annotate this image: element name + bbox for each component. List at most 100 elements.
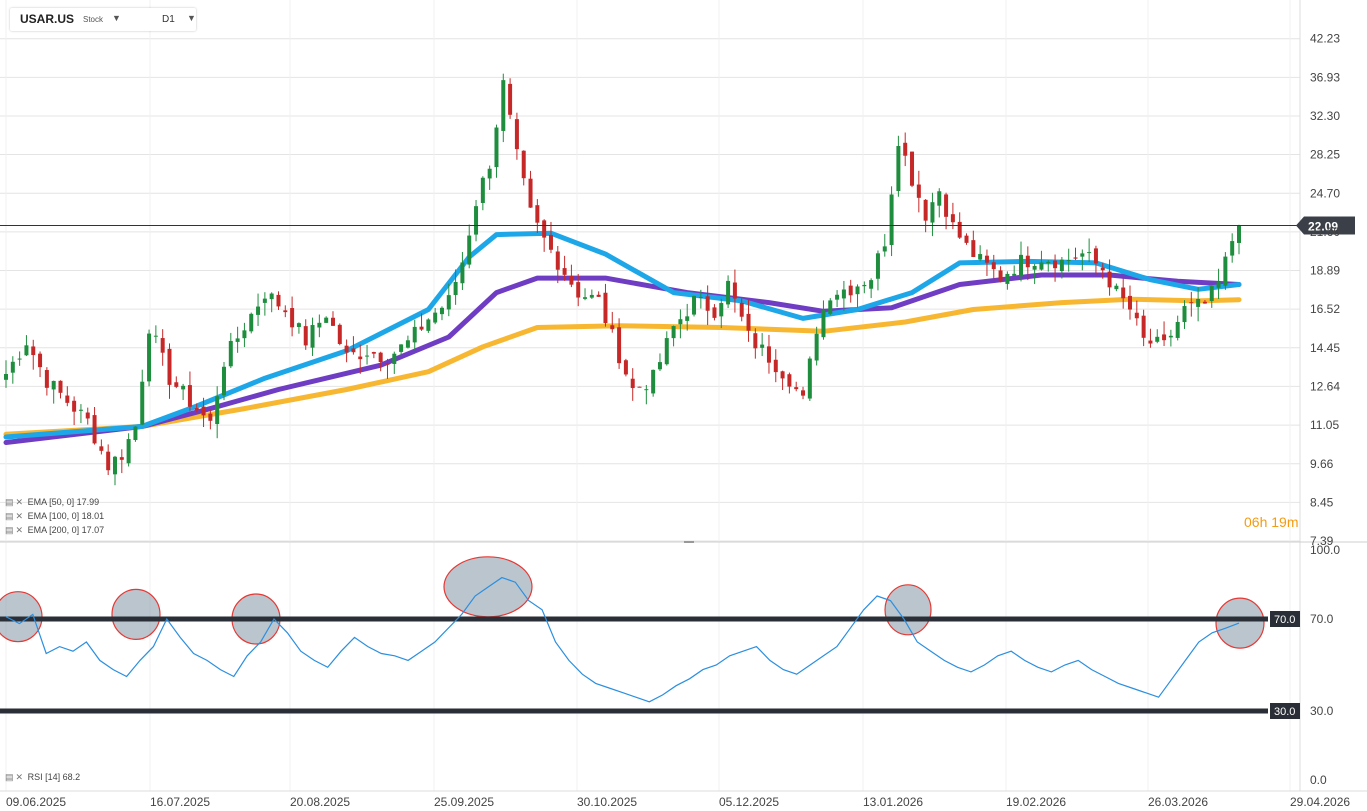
triangle-down-icon[interactable]: ▼	[187, 13, 196, 23]
close-icon[interactable]: ✕	[15, 525, 24, 535]
candle-body	[1168, 335, 1173, 338]
candle-body	[85, 412, 90, 419]
time-tick-label: 29.04.2026	[1290, 795, 1350, 809]
candle-body	[262, 298, 267, 303]
timeframe-selector[interactable]: D1	[162, 14, 175, 25]
candle-body	[1128, 295, 1133, 310]
close-icon[interactable]: ✕	[15, 497, 24, 507]
candle-body	[1005, 273, 1010, 284]
candle-body	[460, 262, 465, 284]
candle-body	[991, 262, 996, 270]
legend-ema50[interactable]: ▤ ✕ EMA [50, 0] 17.99	[5, 497, 99, 508]
time-tick-label: 26.03.2026	[1148, 795, 1208, 809]
rsi-tick-label: 100.0	[1310, 543, 1340, 557]
candle-body	[944, 194, 949, 217]
candle-body	[998, 270, 1003, 281]
candle-body	[930, 202, 935, 223]
candle-body	[92, 415, 97, 444]
candle-body	[1155, 336, 1160, 342]
candle-body	[412, 326, 417, 343]
legend-rsi-label: RSI [14] 68.2	[27, 772, 81, 782]
legend-ema200[interactable]: ▤ ✕ EMA [200, 0] 17.07	[5, 525, 104, 536]
candle-body	[99, 446, 104, 451]
candle-body	[882, 246, 887, 252]
candle-body	[548, 235, 553, 250]
candle-body	[964, 235, 969, 243]
settings-icon[interactable]: ▤	[5, 525, 14, 535]
candle-body	[126, 439, 131, 464]
candle-body	[17, 358, 22, 360]
candle-body	[1162, 334, 1167, 341]
candle-body	[957, 221, 962, 238]
candle-body	[1032, 266, 1037, 270]
candle-body	[848, 285, 853, 296]
candle-body	[835, 294, 840, 300]
candle-body	[889, 194, 894, 246]
candle-body	[528, 178, 533, 208]
price-tick-label: 8.45	[1310, 495, 1334, 509]
triangle-down-icon[interactable]: ▼	[112, 13, 121, 23]
candle-body	[651, 369, 656, 394]
rsi-tick-label: 70.0	[1310, 612, 1334, 626]
candle-body	[1196, 298, 1201, 307]
candle-body	[385, 363, 390, 365]
candle-body	[753, 333, 758, 349]
candle-body	[1059, 259, 1064, 272]
candle-body	[221, 366, 226, 396]
price-tick-label: 24.70	[1310, 186, 1340, 200]
candle-body	[712, 307, 717, 318]
price-tick-label: 7.39	[1310, 534, 1334, 548]
candle-body	[351, 348, 356, 353]
candle-body	[555, 251, 560, 270]
rsi-level-tag	[1270, 703, 1300, 719]
candle-body	[1209, 286, 1214, 302]
candle-body	[1073, 257, 1078, 259]
candle-body	[1182, 306, 1187, 323]
candle-body	[378, 352, 383, 363]
candle-body	[269, 293, 274, 300]
time-tick-label: 25.09.2025	[434, 795, 494, 809]
close-icon[interactable]: ✕	[15, 511, 24, 521]
candle-body	[623, 360, 628, 375]
candle-body	[739, 302, 744, 317]
candle-body	[290, 308, 295, 328]
candle-body	[1189, 302, 1194, 304]
legend-rsi[interactable]: ▤ ✕ RSI [14] 68.2	[5, 772, 80, 783]
overbought-highlight	[111, 588, 161, 641]
candle-body	[399, 344, 404, 352]
candle-body	[194, 407, 199, 411]
price-tick-label: 21.60	[1310, 225, 1340, 239]
settings-icon[interactable]: ▤	[5, 497, 14, 507]
price-grid	[0, 0, 1367, 791]
symbol-selector[interactable]: USAR.US Stock ▼ D1 ▼	[10, 8, 196, 31]
candle-body	[896, 146, 901, 192]
settings-icon[interactable]: ▤	[5, 511, 14, 521]
candle-body	[644, 389, 649, 391]
candlestick-series	[4, 73, 1241, 486]
candle-countdown: 06h 19m	[1244, 514, 1299, 530]
legend-ema100[interactable]: ▤ ✕ EMA [100, 0] 18.01	[5, 511, 104, 522]
candle-body	[296, 323, 301, 327]
overbought-highlight	[1215, 597, 1265, 649]
time-tick-label: 09.06.2025	[6, 795, 66, 809]
candle-body	[119, 457, 124, 460]
settings-icon[interactable]: ▤	[5, 772, 14, 782]
candle-body	[1230, 241, 1235, 256]
candle-body	[358, 356, 363, 360]
candle-body	[1141, 315, 1146, 338]
candle-body	[10, 361, 15, 373]
candle-body	[474, 206, 479, 235]
candle-body	[875, 253, 880, 279]
ema50-path	[3, 230, 1242, 440]
time-tick-label: 13.01.2026	[863, 795, 923, 809]
time-tick-label: 05.12.2025	[719, 795, 779, 809]
candle-body	[31, 346, 36, 356]
candle-body	[242, 330, 247, 339]
candle-body	[596, 294, 601, 297]
price-tick-label: 14.45	[1310, 341, 1340, 355]
close-icon[interactable]: ✕	[15, 772, 24, 782]
last-price-tag	[1296, 216, 1355, 235]
rsi-level-label: 70.0	[1274, 614, 1295, 626]
candle-body	[365, 355, 370, 357]
